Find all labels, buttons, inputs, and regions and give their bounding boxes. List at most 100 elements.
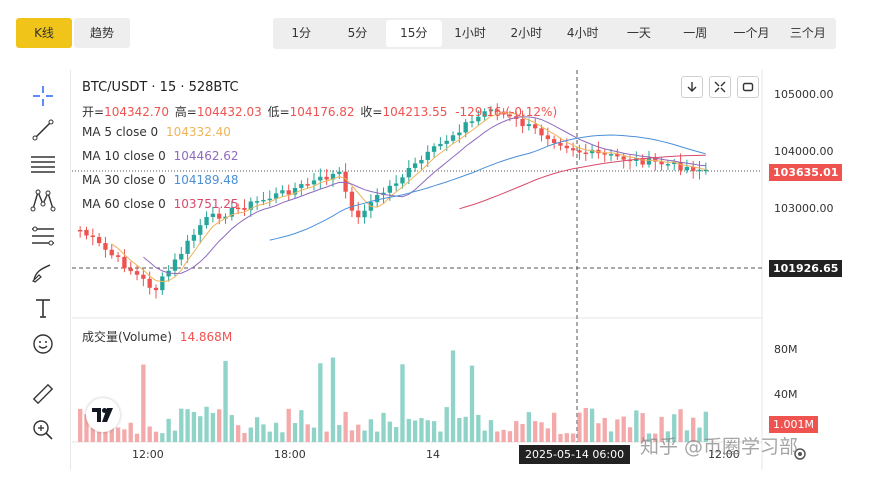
volume-bar [678,409,683,442]
volume-bar [387,421,392,442]
crosshair-time-tag: 2025-05-14 06:00 [519,445,631,464]
ma5-line [111,112,706,283]
candle-body [570,148,576,151]
collapse-button[interactable] [709,76,731,98]
interval-1m[interactable]: 1分 [291,26,311,40]
interval-15m[interactable]: 15分 [385,20,442,47]
candle-body [299,184,304,189]
interval-2h[interactable]: 2小时 [510,26,543,40]
volume-bar [330,357,336,442]
volume-bar [684,430,690,442]
volume-bar [381,412,386,442]
ruler-icon[interactable] [22,378,64,410]
volume-bar [185,409,190,442]
interval-4h[interactable]: 4小时 [566,26,599,40]
low-value: 104176.82 [289,105,355,119]
candle-body [248,201,253,210]
candle-body [406,167,411,178]
volume-bar [665,431,671,442]
price-chart[interactable] [72,70,842,470]
interval-1w[interactable]: 一周 [683,26,708,40]
candle-body [539,128,544,136]
candle-body [153,287,159,291]
candle-body [78,229,83,232]
interval-5m[interactable]: 5分 [347,26,368,40]
text-icon[interactable] [22,292,64,324]
interval-1d[interactable]: 一天 [626,26,651,40]
candle-body [147,278,152,288]
emoji-icon[interactable] [22,328,64,360]
volume-bar [153,431,159,442]
candle-body [381,192,386,196]
candle-body [210,213,216,217]
volume-bar [78,408,83,442]
candle-body [419,159,424,164]
volume-bar [217,409,222,442]
interval-1h[interactable]: 1小时 [454,26,486,40]
volume-bar [533,421,538,442]
volume-bar [627,427,633,442]
candle-body [400,177,405,184]
volume-bar [179,408,184,442]
candle-body [564,145,569,149]
download-button[interactable] [681,76,703,98]
pattern-icon[interactable] [22,184,64,216]
trend-tab[interactable]: 趋势 [74,18,130,48]
ma5-legend: MA 5 close 0 104332.40 [82,125,231,139]
volume-bar [444,407,449,442]
horizontal-lines-icon[interactable] [22,148,64,180]
volume-title: 成交量(Volume) 14.868M [82,328,232,345]
volume-bar [457,418,462,442]
chart-panel[interactable]: BTC/USDT · 15 · 528BTC 开=104342.70 高=104… [72,70,843,470]
candle-body [463,122,468,133]
high-label: 高= [174,105,197,119]
volume-bar [273,422,279,442]
last-price-tag: 103635.01 [769,164,843,181]
volume-bar [305,424,310,442]
volume-last-tag: 1.001M [769,416,818,433]
interval-1mo[interactable]: 一个月 [733,26,770,40]
candle-body [495,109,500,112]
volume-bar [570,433,576,442]
fullscreen-button[interactable] [737,76,759,98]
volume-bar [248,427,253,442]
ma60-line [459,154,706,210]
candle-body [482,111,487,117]
candle-body [236,207,241,210]
kline-tab[interactable]: K线 [16,18,72,48]
ma60-value: 103751.25 [173,197,239,211]
trendline-icon[interactable] [22,114,64,146]
candle-body [343,171,348,192]
fib-retracement-icon[interactable] [22,220,64,252]
candle-body [457,132,462,136]
volume-bar [286,408,291,442]
volume-bar [596,423,601,442]
zoom-in-icon[interactable] [22,414,64,446]
candle-body [166,270,171,277]
settings-icon[interactable] [792,446,808,466]
candle-body [318,176,323,181]
volume-bar [375,431,380,442]
volume-bar [400,364,405,442]
volume-bar [109,426,114,442]
volume-bar [90,427,95,442]
close-label: 收= [360,105,383,119]
volume-bar [337,425,342,442]
volume-bar [160,433,165,442]
volume-bar [147,426,152,442]
volume-bar [166,418,171,442]
candle-body [545,135,550,140]
candle-body [305,184,310,186]
volume-bar [122,429,127,442]
time-tick-1: 12:00 [132,448,164,461]
candle-body [172,259,178,271]
close-value: 104213.55 [382,105,448,119]
candle-body [583,152,588,155]
volume-bar [368,419,374,442]
candle-body [191,234,197,241]
interval-selector: 1分 5分 15分 1小时 2小时 4小时 一天 一周 一个月 三个月 [273,18,836,49]
brush-icon[interactable] [22,256,64,288]
arrow-down-icon [687,82,697,92]
crosshair-icon[interactable] [22,80,64,112]
interval-3mo[interactable]: 三个月 [789,26,826,40]
